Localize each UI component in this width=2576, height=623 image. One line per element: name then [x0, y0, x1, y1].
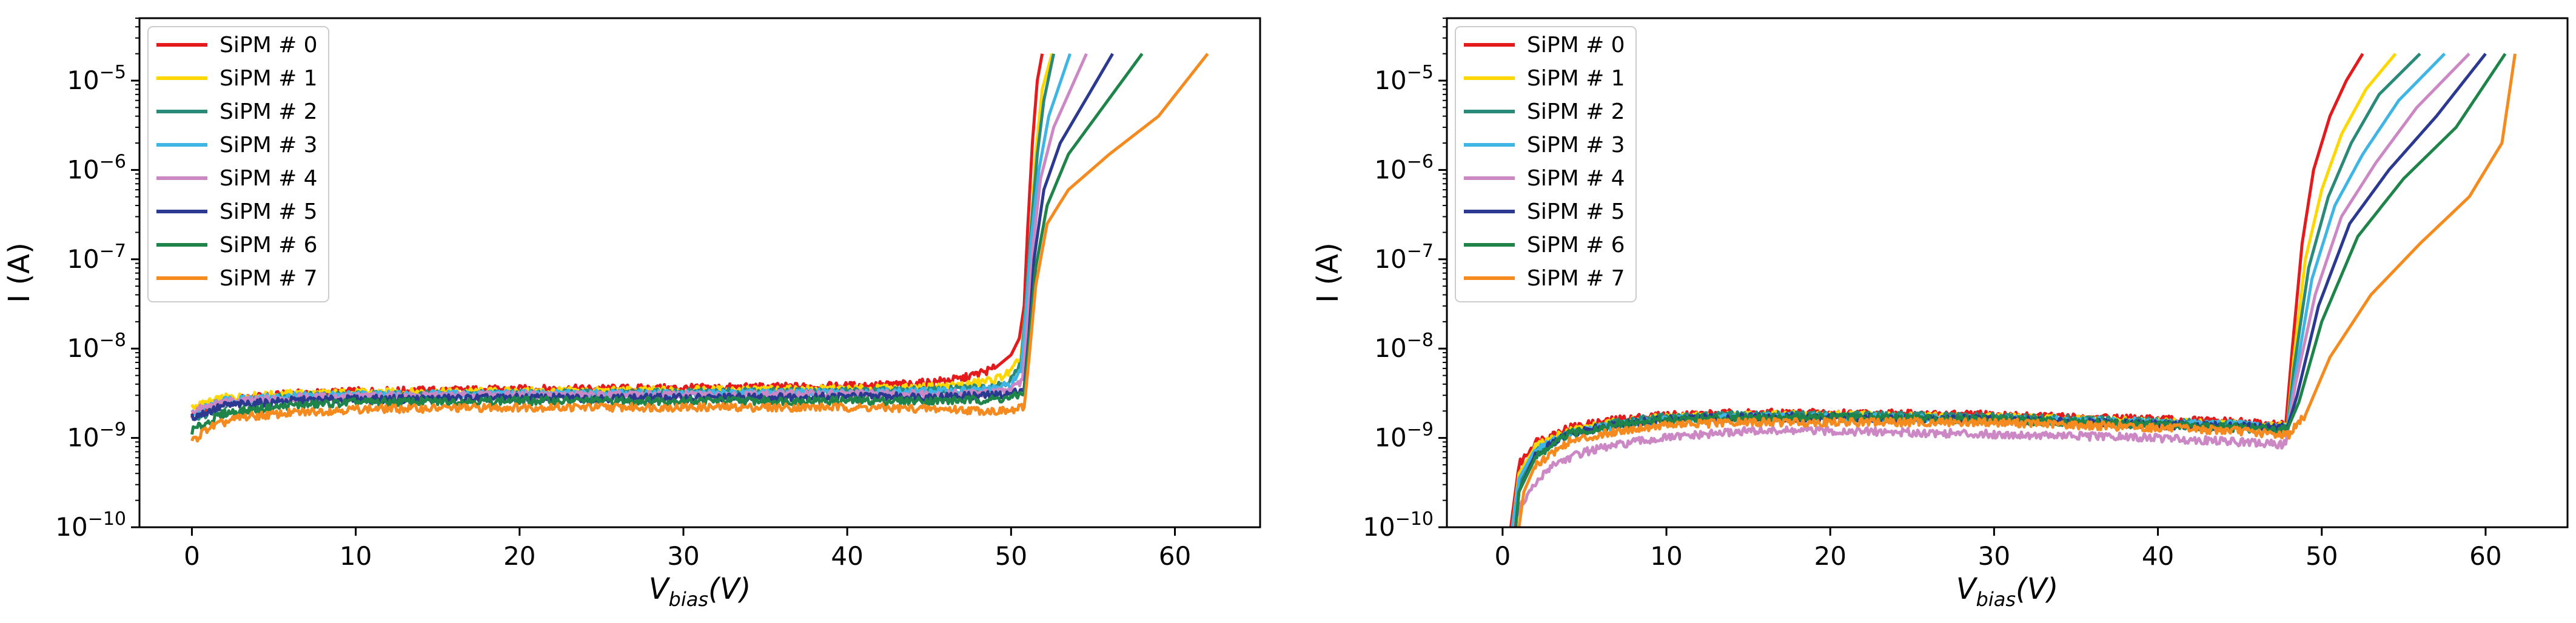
- left-y-tick-label: 10−10: [55, 508, 126, 542]
- right-series-line-7: [1517, 53, 2517, 527]
- left-series-line-7: [190, 53, 1209, 443]
- left-y-ticks: 10−10 10−9 10−8 10−7 10−6 10−5: [55, 18, 139, 542]
- left-y-tick-label: 10−6: [67, 151, 126, 184]
- left-x-tick-label: 30: [667, 541, 699, 571]
- left-x-ticks: 0 10 20 30 40 50 60: [184, 527, 1191, 571]
- right-x-tick-label: 0: [1494, 541, 1511, 571]
- right-y-tick-label: 10−8: [1374, 330, 1434, 363]
- left-x-tick-label: 60: [1159, 541, 1191, 571]
- left-x-label-sub: bias: [669, 588, 708, 611]
- right-panel: 0 10 20 30 40 50 60 10−1010−910−810−710−610−5 …: [1311, 17, 2569, 611]
- left-legend-label-0: SiPM # 0: [220, 33, 318, 58]
- right-legend-label-3: SiPM # 3: [1527, 133, 1625, 158]
- right-plot-lines: [1509, 52, 2517, 527]
- right-y-tick-label: 10−10: [1363, 508, 1434, 542]
- left-panel: 0 10 20 30 40 50 60 10−1010−910−810−710−610−5 …: [2, 17, 1261, 611]
- right-y-tick-label: 10−7: [1374, 241, 1434, 274]
- left-y-tick-label: 10−5: [67, 62, 126, 95]
- right-x-ticks: 0 10 20 30 40 50 60: [1494, 527, 2502, 571]
- left-y-tick-label: 10−9: [67, 419, 126, 453]
- right-x-tick-label: 40: [2142, 541, 2174, 571]
- left-legend-label-4: SiPM # 4: [220, 166, 318, 191]
- right-x-label-sub: bias: [1976, 588, 2016, 611]
- left-x-tick-label: 10: [340, 541, 372, 571]
- left-x-label-suffix: (V): [708, 572, 751, 606]
- left-legend-label-5: SiPM # 5: [220, 199, 318, 224]
- right-x-label-main: V: [1956, 572, 1978, 606]
- right-series-line-4: [1512, 52, 2470, 527]
- right-y-axis-label: I (A): [1311, 242, 1345, 303]
- right-y-tick-label: 10−6: [1374, 151, 1434, 184]
- left-y-tick-label: 10−7: [67, 241, 126, 274]
- right-y-tick-label: 10−5: [1374, 62, 1434, 95]
- right-legend-label-6: SiPM # 6: [1527, 233, 1625, 258]
- right-legend-box: [1455, 26, 1637, 302]
- right-x-tick-label: 30: [1978, 541, 2010, 571]
- left-series-line-6: [190, 53, 1144, 435]
- right-x-tick-label: 50: [2306, 541, 2338, 571]
- left-x-tick-label: 0: [184, 541, 200, 571]
- left-x-tick-label: 40: [831, 541, 863, 571]
- right-legend-label-2: SiPM # 2: [1527, 99, 1625, 124]
- left-legend-label-2: SiPM # 2: [220, 99, 318, 124]
- left-legend-label-7: SiPM # 7: [220, 266, 318, 291]
- right-legend-label-4: SiPM # 4: [1527, 166, 1625, 191]
- right-legend: SiPM # 0 SiPM # 1 SiPM # 2 SiPM # 3 SiPM # 4…: [1455, 26, 1637, 302]
- right-legend-label-5: SiPM # 5: [1527, 199, 1625, 224]
- right-x-tick-label: 20: [1814, 541, 1846, 571]
- right-x-axis-label: Vbias(V): [1956, 572, 2059, 611]
- left-legend-label-1: SiPM # 1: [220, 66, 318, 91]
- left-plot-lines: [190, 53, 1209, 443]
- right-legend-label-0: SiPM # 0: [1527, 33, 1625, 58]
- right-x-label-suffix: (V): [2016, 572, 2058, 606]
- left-x-axis-label: Vbias(V): [649, 572, 751, 611]
- left-x-tick-label: 20: [503, 541, 535, 571]
- left-y-tick-label: 10−8: [67, 330, 126, 363]
- left-y-axis-label: I (A): [2, 242, 36, 303]
- left-legend-box: [147, 26, 329, 302]
- right-x-tick-label: 10: [1650, 541, 1682, 571]
- right-x-tick-label: 60: [2469, 541, 2501, 571]
- left-legend-label-6: SiPM # 6: [220, 233, 318, 258]
- left-x-label-main: V: [649, 572, 671, 606]
- left-x-tick-label: 50: [995, 541, 1027, 571]
- right-y-tick-label: 10−9: [1374, 419, 1434, 453]
- right-legend-label-7: SiPM # 7: [1527, 266, 1625, 291]
- right-y-ticks: 10−10 10−9 10−8 10−7 10−6 10−5: [1363, 18, 1447, 542]
- left-legend-label-3: SiPM # 3: [220, 133, 318, 158]
- left-legend: SiPM # 0 SiPM # 1 SiPM # 2 SiPM # 3 SiPM # 4…: [147, 26, 329, 302]
- right-legend-label-1: SiPM # 1: [1527, 66, 1625, 91]
